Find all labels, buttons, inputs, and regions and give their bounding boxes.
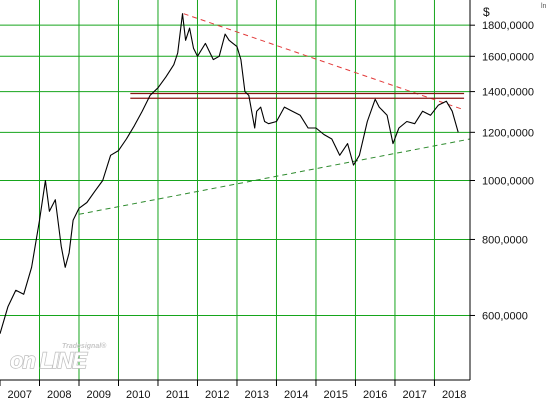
- x-tick-label: 2007: [8, 389, 32, 400]
- x-tick-label: 2015: [323, 389, 347, 400]
- currency-label: $: [483, 5, 490, 19]
- watermark-small-text: Tradesignal®: [62, 342, 107, 350]
- x-tick-label: 2017: [402, 389, 426, 400]
- x-tick-label: 2014: [284, 389, 308, 400]
- price-series-line: [0, 13, 459, 334]
- trendline-support: [78, 138, 471, 215]
- x-tick-label: 2010: [126, 389, 150, 400]
- y-tick-label: 600,0000: [482, 310, 528, 322]
- x-axis-ticks: 2007 2008 2009 2010 2011 2012 2013 2014 2015 2016…: [0, 380, 466, 401]
- watermark-big-text: on LINE: [10, 348, 88, 373]
- x-tick-label: 2011: [166, 389, 190, 400]
- y-tick-label: 1000,0000: [482, 175, 534, 187]
- x-tick-label: 2012: [205, 389, 229, 400]
- resistance-lines: [130, 92, 465, 99]
- y-axis-ticks: 600,0000 800,0000 1000,0000 1200,0000 1400,0…: [470, 20, 534, 322]
- x-tick-label: 2009: [86, 389, 110, 400]
- y-tick-label: 1600,0000: [482, 51, 534, 63]
- x-tick-label: 2008: [47, 389, 71, 400]
- x-tick-label: 2018: [442, 389, 466, 400]
- series-group: [0, 13, 459, 334]
- y-tick-label: 1200,0000: [482, 127, 534, 139]
- grid: [0, 0, 470, 380]
- x-tick-label: 2013: [244, 389, 268, 400]
- scale-indicator: ln: [541, 3, 547, 10]
- x-tick-label: 2016: [363, 389, 387, 400]
- y-tick-label: 1400,0000: [482, 87, 534, 99]
- tradesignal-online-watermark: Tradesignal® on LINE: [9, 342, 107, 374]
- y-tick-label: 800,0000: [482, 234, 528, 246]
- y-tick-label: 1800,0000: [482, 20, 534, 32]
